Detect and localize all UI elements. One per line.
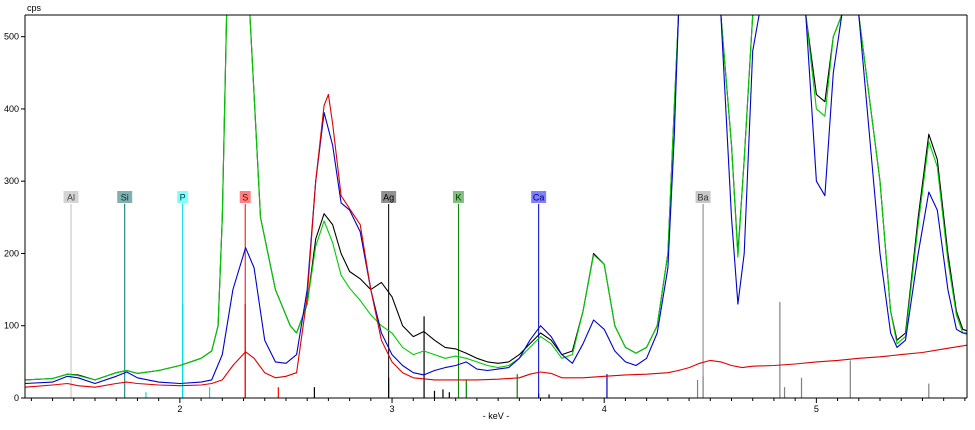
x-tick-label: 4 bbox=[602, 404, 607, 414]
x-tick-label: 5 bbox=[814, 404, 819, 414]
tick-layer: 0 100 200 300 400 500 2 3 4 5 bbox=[4, 32, 966, 414]
element-marker-label-bg-ag bbox=[381, 191, 397, 203]
x-axis-label: - keV - bbox=[483, 411, 510, 421]
element-marker-label-bg-k bbox=[452, 191, 464, 203]
y-tick-label: 300 bbox=[4, 176, 19, 186]
reference-line-layer bbox=[145, 301, 930, 398]
y-tick-label: 100 bbox=[4, 321, 19, 331]
y-tick-label: 0 bbox=[14, 393, 19, 403]
plot-background bbox=[25, 15, 967, 398]
y-tick-label: 200 bbox=[4, 248, 19, 258]
axis-layer bbox=[24, 14, 968, 399]
y-tick-label: 400 bbox=[4, 104, 19, 114]
element-marker-label-ag: Ag bbox=[383, 193, 394, 203]
element-marker-label-bg-si bbox=[117, 191, 133, 203]
element-marker-label-k: K bbox=[455, 193, 461, 203]
element-marker-label-p: P bbox=[180, 193, 186, 203]
element-marker-label-si: Si bbox=[121, 193, 129, 203]
element-marker-layer: Al Si P S Ag K Ca Ba bbox=[63, 191, 711, 398]
element-marker-label-ca: Ca bbox=[533, 193, 545, 203]
element-marker-label-bg-ba bbox=[695, 191, 711, 203]
x-tick-label: 3 bbox=[390, 404, 395, 414]
element-marker-label-ba: Ba bbox=[698, 193, 709, 203]
element-marker-label-bg-p bbox=[177, 191, 189, 203]
x-tick-label: 2 bbox=[177, 404, 182, 414]
element-marker-label-bg-al bbox=[63, 191, 79, 203]
element-marker-label-bg-ca bbox=[531, 191, 547, 203]
y-axis-unit-label: cps bbox=[27, 3, 42, 13]
spectrum-series-blue bbox=[24, 14, 967, 385]
element-marker-label-al: Al bbox=[67, 193, 75, 203]
element-marker-label-bg-s bbox=[239, 191, 251, 203]
y-tick-label: 500 bbox=[4, 32, 19, 42]
spectrum-series-red bbox=[24, 93, 968, 388]
element-marker-label-s: S bbox=[242, 193, 248, 203]
